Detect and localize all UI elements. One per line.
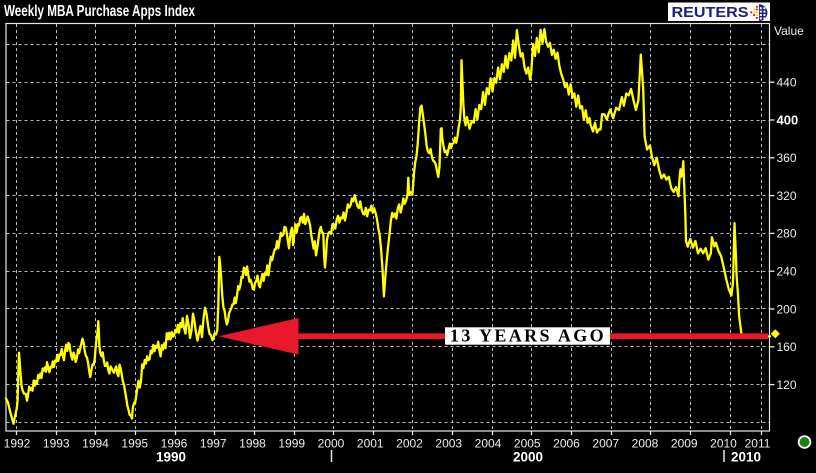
svg-text:1990: 1990	[156, 450, 186, 465]
svg-text:2010: 2010	[710, 437, 737, 451]
svg-text:2010: 2010	[731, 450, 761, 465]
svg-text:2007: 2007	[592, 437, 619, 451]
svg-text:2002: 2002	[396, 437, 423, 451]
svg-text:440: 440	[777, 76, 797, 90]
svg-text:1993: 1993	[43, 437, 70, 451]
svg-text:2004: 2004	[475, 437, 502, 451]
svg-text:240: 240	[777, 265, 797, 279]
svg-text:400: 400	[777, 113, 799, 128]
svg-text:280: 280	[777, 227, 797, 241]
svg-text:1999: 1999	[278, 437, 305, 451]
svg-text:1992: 1992	[4, 437, 31, 451]
svg-text:320: 320	[777, 189, 797, 203]
svg-text:200: 200	[777, 302, 797, 316]
svg-text:2005: 2005	[514, 437, 541, 451]
svg-text:2003: 2003	[435, 437, 462, 451]
svg-text:1994: 1994	[82, 437, 109, 451]
svg-text:13 YEARS AGO: 13 YEARS AGO	[450, 326, 606, 346]
svg-text:2006: 2006	[553, 437, 580, 451]
svg-text:2001: 2001	[357, 437, 384, 451]
svg-text:1997: 1997	[200, 437, 227, 451]
svg-text:2011: 2011	[745, 437, 771, 451]
svg-text:1995: 1995	[121, 437, 148, 451]
svg-text:2009: 2009	[671, 437, 698, 451]
svg-text:1998: 1998	[239, 437, 266, 451]
svg-text:2000: 2000	[318, 437, 345, 451]
svg-text:Weekly MBA Purchase Apps Index: Weekly MBA Purchase Apps Index	[4, 3, 195, 20]
svg-text:2008: 2008	[632, 437, 659, 451]
svg-text:Value: Value	[774, 24, 804, 38]
svg-text:1996: 1996	[161, 437, 188, 451]
svg-text:REUTERS: REUTERS	[672, 4, 749, 21]
svg-text:160: 160	[777, 340, 797, 354]
svg-text:2000: 2000	[513, 450, 543, 465]
svg-text:360: 360	[777, 151, 797, 165]
svg-text:120: 120	[777, 378, 797, 392]
